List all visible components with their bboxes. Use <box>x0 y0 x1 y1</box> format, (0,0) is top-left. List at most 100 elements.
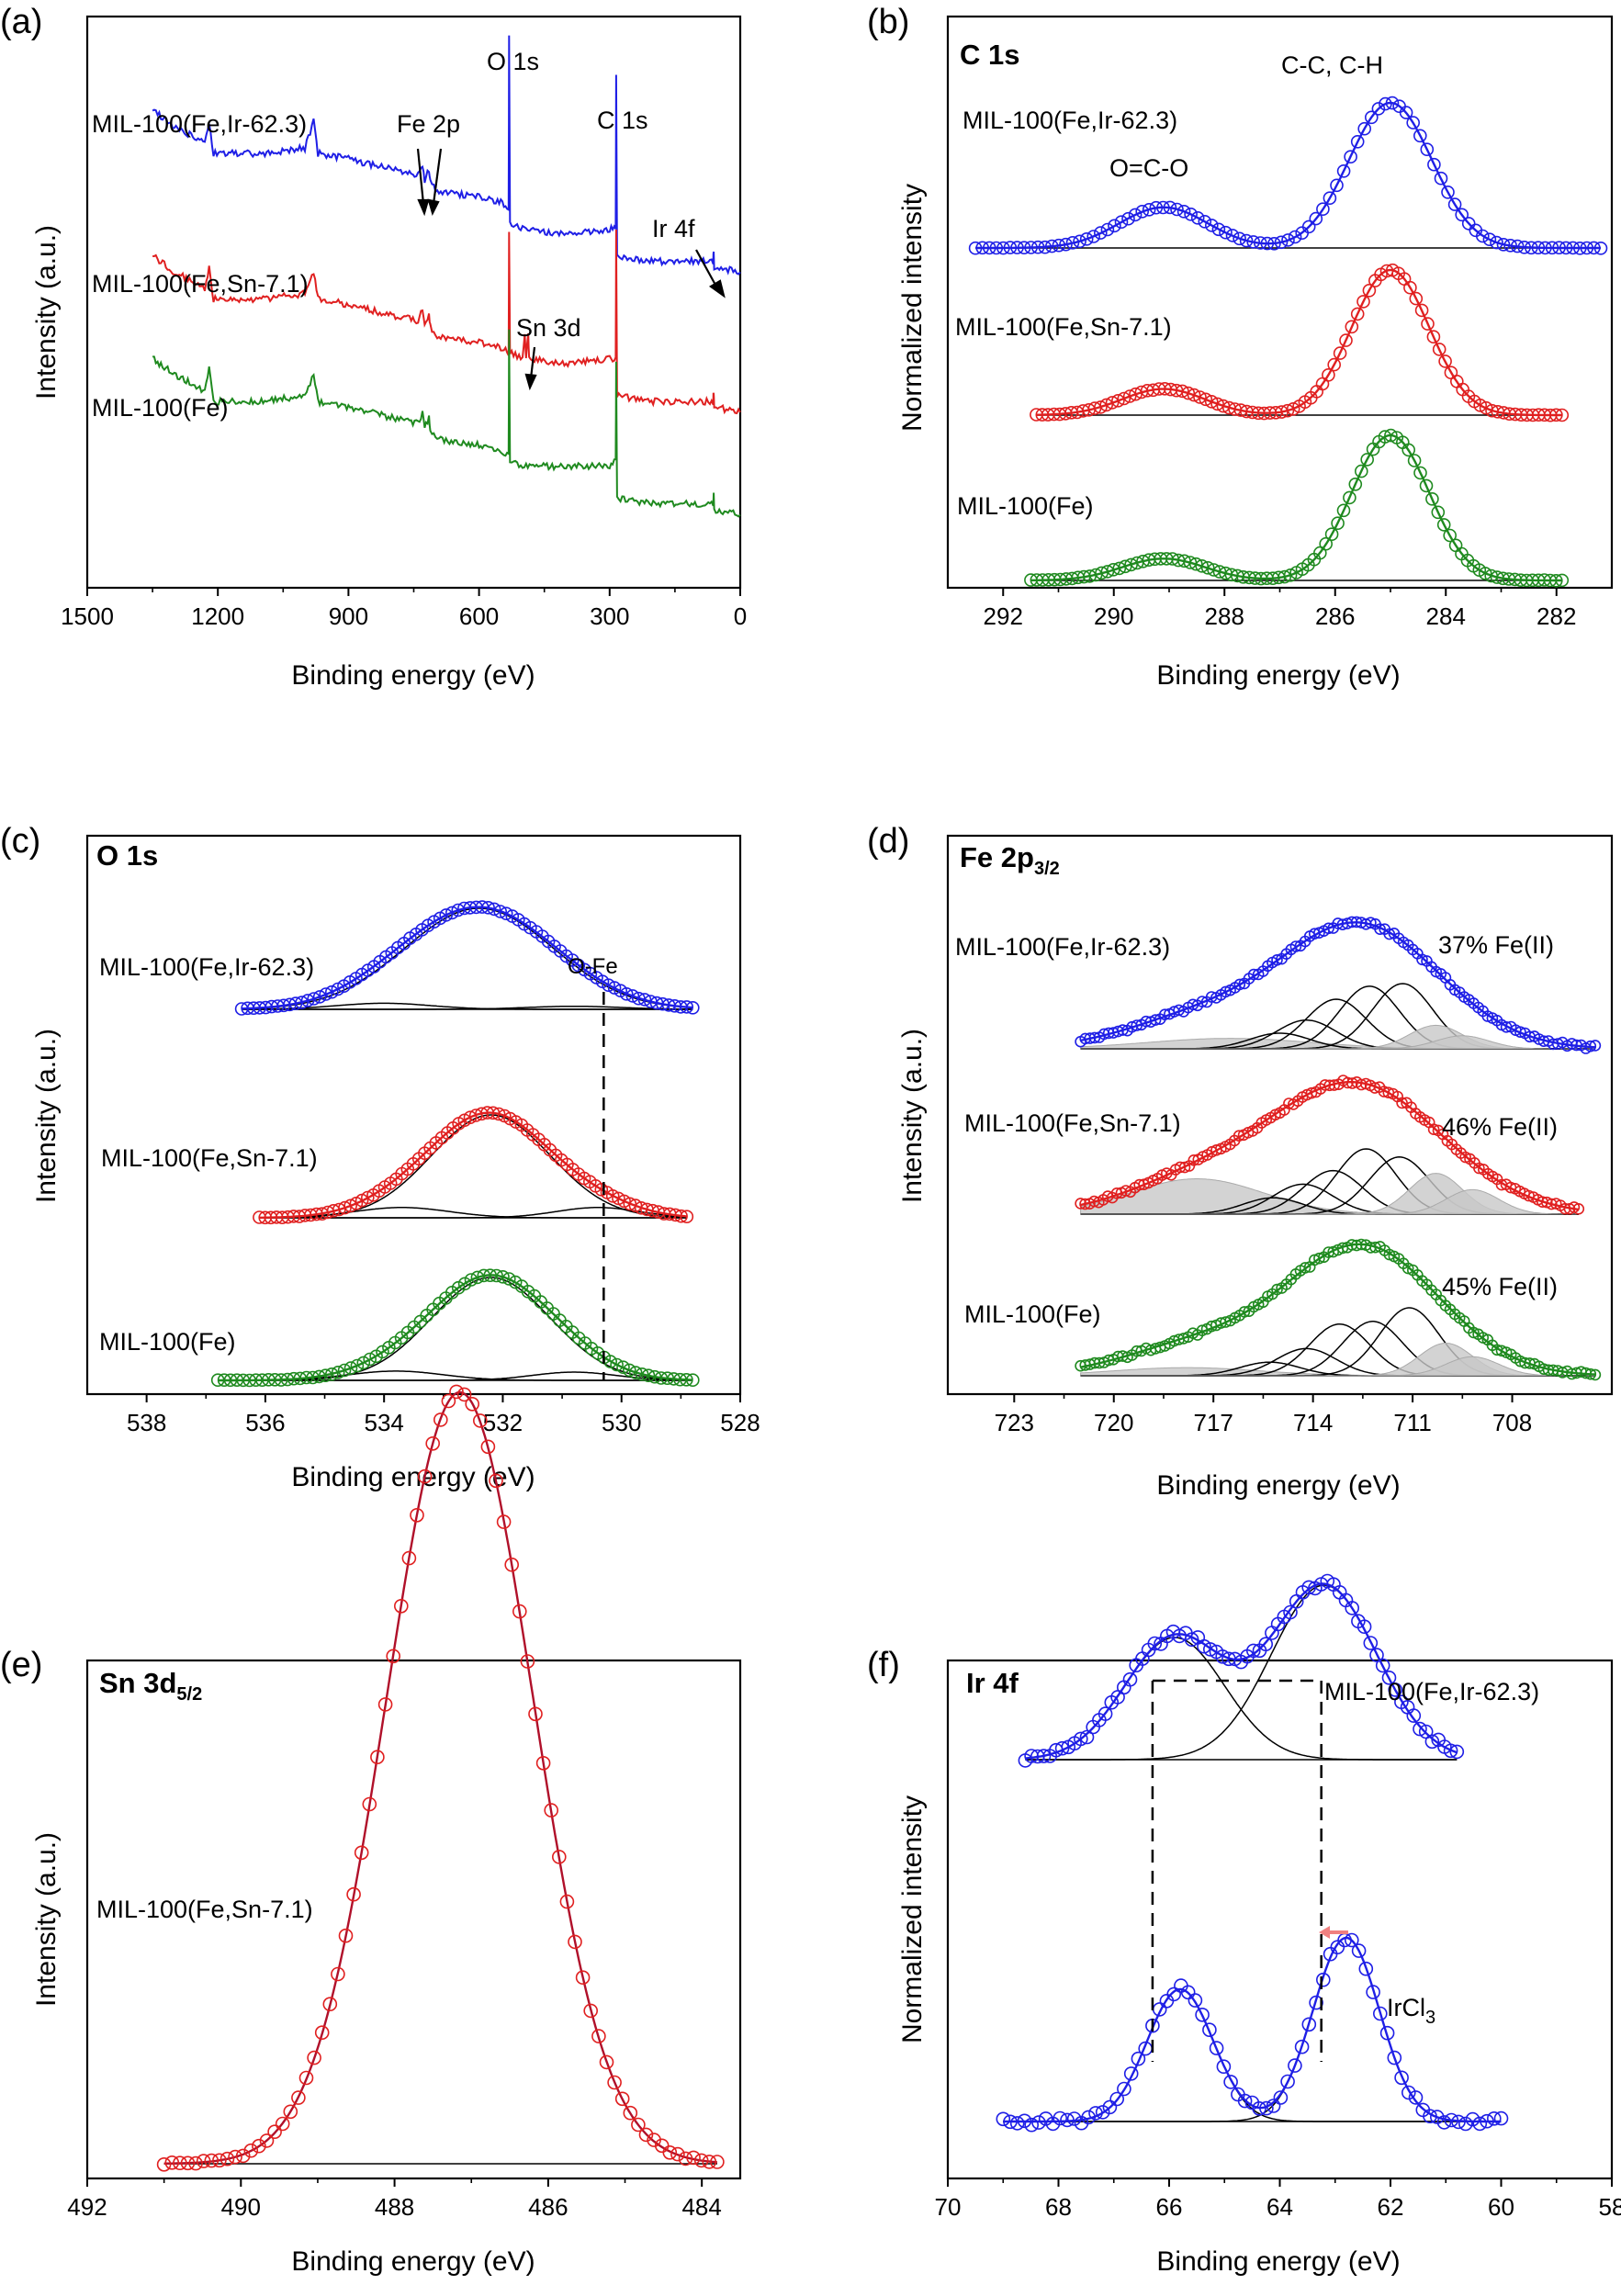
data-point <box>1128 208 1143 222</box>
data-point <box>605 1189 620 1203</box>
data-point <box>259 2133 275 2148</box>
data-point <box>1180 1985 1196 2000</box>
data-point <box>1038 2111 1053 2126</box>
data-point <box>1403 280 1417 295</box>
data-point <box>1431 505 1446 520</box>
data-point <box>1436 518 1451 532</box>
fit-component <box>242 907 693 1010</box>
data-point <box>1589 1040 1602 1052</box>
data-point <box>535 1756 551 1771</box>
data-point <box>1003 241 1018 254</box>
data-point <box>1383 928 1396 940</box>
data-point <box>496 1270 510 1284</box>
data-point <box>968 241 983 255</box>
data-point <box>1207 563 1221 577</box>
x-tick-label: 62 <box>1378 2193 1404 2221</box>
panel-c-label-fe: MIL-100(Fe) <box>99 1328 236 1356</box>
data-point <box>1131 1019 1143 1031</box>
data-point <box>1517 240 1531 254</box>
panel-f-label-ircl3-main: IrCl <box>1387 1994 1425 2021</box>
x-tick-label: 708 <box>1492 1409 1532 1436</box>
data-point <box>1358 1961 1374 1976</box>
x-tick-label: 0 <box>734 602 747 630</box>
data-point <box>354 1845 369 1861</box>
data-point <box>306 1370 320 1385</box>
data-point <box>1216 2059 1232 2074</box>
data-point <box>1424 1734 1440 1750</box>
data-point <box>1555 573 1570 588</box>
data-point <box>204 2153 220 2168</box>
data-point <box>975 241 989 255</box>
data-point <box>314 2025 330 2040</box>
data-point <box>188 2155 203 2171</box>
data-point <box>1176 384 1189 399</box>
data-point <box>1112 1350 1124 1363</box>
panel-f-label-ircl3-sub: 3 <box>1425 2008 1435 2028</box>
panel-a-ann-sn3d: Sn 3d <box>516 314 581 342</box>
data-point <box>1225 229 1240 242</box>
data-point <box>1079 1729 1095 1745</box>
data-point <box>370 1750 385 1764</box>
panel-f-letter: (f) <box>867 1646 900 1684</box>
data-point <box>1336 164 1351 178</box>
data-point <box>1054 1740 1070 1756</box>
data-point <box>1328 1079 1340 1091</box>
data-point <box>456 1387 472 1402</box>
x-tick-label: 534 <box>364 1409 403 1436</box>
data-point <box>559 1894 575 1909</box>
data-point <box>1220 1316 1232 1328</box>
data-point <box>1305 1086 1318 1099</box>
panel-b-ann-cc: C-C, C-H <box>1281 51 1383 79</box>
satellite-component <box>1080 1356 1595 1377</box>
data-point <box>1423 2109 1437 2123</box>
x-tick-label: 711 <box>1393 1409 1431 1436</box>
data-point <box>680 1000 694 1014</box>
fit-envelope <box>1036 268 1562 417</box>
data-point <box>637 993 652 1007</box>
panel-f-label-ircl3: IrCl3 <box>1387 1994 1435 2028</box>
data-point <box>1316 1972 1331 1987</box>
data-point <box>1246 235 1260 249</box>
data-point <box>631 2117 646 2133</box>
data-point <box>989 241 1004 255</box>
data-point <box>1360 453 1374 467</box>
data-point <box>1286 401 1300 416</box>
x-tick-label: 484 <box>681 2193 721 2221</box>
data-point <box>1313 1252 1325 1265</box>
data-point <box>616 1360 630 1374</box>
data-point <box>1267 236 1281 251</box>
data-point <box>1003 2114 1018 2130</box>
data-point <box>293 1371 308 1386</box>
data-point <box>1196 996 1209 1007</box>
data-point <box>1381 1671 1397 1685</box>
panel-a-ticks: 1500 1200 900 600 300 0 <box>61 588 747 630</box>
data-point <box>499 906 513 921</box>
panel-d-ylabel: Intensity (a.u.) <box>897 1029 928 1203</box>
data-point <box>307 992 321 1006</box>
panel-a-label-ir: MIL-100(Fe,Ir-62.3) <box>92 110 307 138</box>
panel-e-title: Sn 3d5/2 <box>99 1667 202 1705</box>
panel-b-ann-occ: O=C-O <box>1109 154 1188 182</box>
data-point <box>1373 2006 1388 2021</box>
data-point <box>230 1373 244 1387</box>
data-point <box>1351 1943 1367 1958</box>
data-point <box>1387 2050 1402 2065</box>
panel-e-title-main: Sn 3d <box>99 1667 176 1699</box>
data-point <box>1323 191 1337 205</box>
data-point <box>362 1796 377 1812</box>
panel-d-fe2-fe: 45% Fe(II) <box>1442 1273 1558 1300</box>
panel-c-title: O 1s <box>96 839 158 872</box>
data-point <box>1066 2111 1082 2126</box>
data-point <box>1345 320 1359 334</box>
data-point <box>1503 238 1517 253</box>
panel-a-ann-c1s: C 1s <box>597 107 648 134</box>
data-point <box>1233 231 1246 246</box>
data-point <box>1555 408 1570 422</box>
panel-d-label-fe: MIL-100(Fe) <box>964 1300 1101 1328</box>
data-point <box>489 1473 503 1489</box>
data-point <box>1017 2113 1032 2129</box>
data-point <box>1549 408 1563 422</box>
data-point <box>1421 317 1435 331</box>
panel-d-fe2-ir: 37% Fe(II) <box>1438 931 1554 959</box>
data-point <box>1202 2022 1217 2037</box>
